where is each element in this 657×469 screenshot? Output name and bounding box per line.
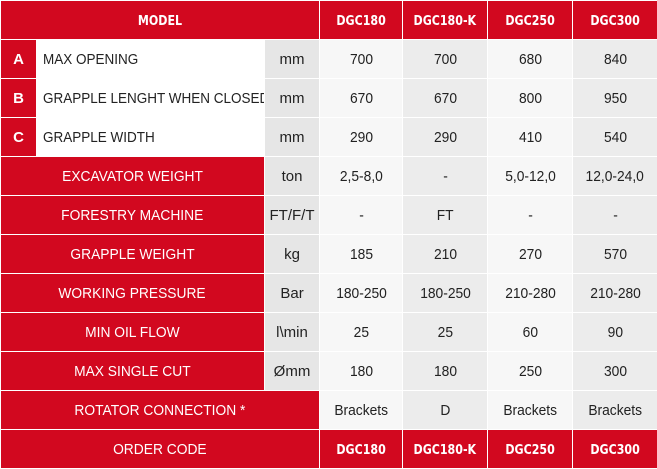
- row-value: 60: [488, 313, 573, 352]
- row-letter: B: [1, 79, 37, 118]
- row-value: 210-280: [573, 274, 657, 313]
- row-unit: l\min: [265, 313, 320, 352]
- row-letter: C: [1, 118, 37, 157]
- row-value: 670: [320, 79, 403, 118]
- row-unit: Bar: [265, 274, 320, 313]
- row-value: Brackets: [488, 391, 573, 430]
- row-value: 300: [573, 352, 657, 391]
- order-code-row: ORDER CODE DGC180 DGC180-K DGC250 DGC300: [1, 430, 657, 469]
- row-value: D: [403, 391, 488, 430]
- table-row: MAX SINGLE CUT Ømm 180 180 250 300: [1, 352, 657, 391]
- table-row: ROTATOR CONNECTION * Brackets D Brackets…: [1, 391, 657, 430]
- row-unit: mm: [265, 118, 320, 157]
- table-row: GRAPPLE WEIGHT kg 185 210 270 570: [1, 235, 657, 274]
- row-value: 25: [320, 313, 403, 352]
- row-value: 570: [573, 235, 657, 274]
- row-value: -: [403, 157, 488, 196]
- row-value: 180-250: [320, 274, 403, 313]
- order-code-label: ORDER CODE: [1, 430, 320, 469]
- row-unit: mm: [265, 40, 320, 79]
- row-label: GRAPPLE LENGHT WHEN CLOSED: [37, 79, 265, 118]
- model-dgc250-header: DGC250: [488, 1, 573, 40]
- row-value: -: [488, 196, 573, 235]
- table-row: A MAX OPENING mm 700 700 680 840: [1, 40, 657, 79]
- row-value: 410: [488, 118, 573, 157]
- row-value: 540: [573, 118, 657, 157]
- order-code: DGC250: [488, 430, 573, 469]
- row-value: 700: [403, 40, 488, 79]
- row-value: 950: [573, 79, 657, 118]
- row-label: GRAPPLE WIDTH: [37, 118, 265, 157]
- table-row: B GRAPPLE LENGHT WHEN CLOSED mm 670 670 …: [1, 79, 657, 118]
- model-dgc180-header: DGC180: [320, 1, 403, 40]
- row-label: MIN OIL FLOW: [1, 313, 265, 352]
- row-value: 180-250: [403, 274, 488, 313]
- row-value: FT: [403, 196, 488, 235]
- row-label: FORESTRY MACHINE: [1, 196, 265, 235]
- row-label: EXCAVATOR WEIGHT: [1, 157, 265, 196]
- table-row: WORKING PRESSURE Bar 180-250 180-250 210…: [1, 274, 657, 313]
- row-value: 180: [403, 352, 488, 391]
- row-label: MAX SINGLE CUT: [1, 352, 265, 391]
- row-value: 185: [320, 235, 403, 274]
- model-header: MODEL: [1, 1, 320, 40]
- row-value: 680: [488, 40, 573, 79]
- row-value: 250: [488, 352, 573, 391]
- row-unit: ton: [265, 157, 320, 196]
- row-label: MAX OPENING: [37, 40, 265, 79]
- model-dgc180k-header: DGC180-K: [403, 1, 488, 40]
- table-row: C GRAPPLE WIDTH mm 290 290 410 540: [1, 118, 657, 157]
- row-value: 270: [488, 235, 573, 274]
- table-row: FORESTRY MACHINE FT/F/T - FT - -: [1, 196, 657, 235]
- row-value: 700: [320, 40, 403, 79]
- row-value: -: [573, 196, 657, 235]
- row-unit: Ømm: [265, 352, 320, 391]
- row-value: -: [320, 196, 403, 235]
- row-unit: kg: [265, 235, 320, 274]
- model-dgc300-header: DGC300: [573, 1, 657, 40]
- row-value: 840: [573, 40, 657, 79]
- table-row: MIN OIL FLOW l\min 25 25 60 90: [1, 313, 657, 352]
- order-code: DGC180: [320, 430, 403, 469]
- row-value: 670: [403, 79, 488, 118]
- row-value: 5,0-12,0: [488, 157, 573, 196]
- row-value: 12,0-24,0: [573, 157, 657, 196]
- row-letter: A: [1, 40, 37, 79]
- row-unit: FT/F/T: [265, 196, 320, 235]
- row-value: 800: [488, 79, 573, 118]
- row-value: Brackets: [320, 391, 403, 430]
- order-code: DGC300: [573, 430, 657, 469]
- order-code: DGC180-K: [403, 430, 488, 469]
- row-value: 210: [403, 235, 488, 274]
- row-value: 210-280: [488, 274, 573, 313]
- row-value: 290: [403, 118, 488, 157]
- row-label: GRAPPLE WEIGHT: [1, 235, 265, 274]
- row-unit: mm: [265, 79, 320, 118]
- row-label: ROTATOR CONNECTION *: [1, 391, 320, 430]
- row-value: 90: [573, 313, 657, 352]
- row-value: 2,5-8,0: [320, 157, 403, 196]
- row-value: 25: [403, 313, 488, 352]
- row-label: WORKING PRESSURE: [1, 274, 265, 313]
- table-row: EXCAVATOR WEIGHT ton 2,5-8,0 - 5,0-12,0 …: [1, 157, 657, 196]
- header-row: MODEL DGC180 DGC180-K DGC250 DGC300: [1, 1, 657, 40]
- row-value: Brackets: [573, 391, 657, 430]
- row-value: 180: [320, 352, 403, 391]
- row-value: 290: [320, 118, 403, 157]
